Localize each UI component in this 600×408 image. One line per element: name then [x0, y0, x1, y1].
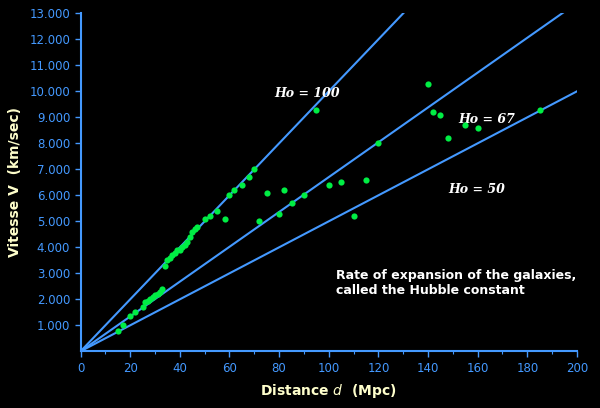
Point [250, 166, 259, 173]
Point [150, 292, 160, 299]
Point [113, 327, 122, 334]
Point [200, 215, 209, 222]
Point [140, 299, 150, 305]
Point [148, 293, 157, 300]
Point [178, 244, 187, 251]
Point [279, 187, 289, 193]
Point [185, 234, 194, 240]
Text: Ho = 67: Ho = 67 [458, 113, 515, 126]
Point [361, 176, 371, 183]
Text: Rate of expansion of the galaxies,
called the Hubble constant: Rate of expansion of the galaxies, calle… [336, 269, 577, 297]
Point [163, 257, 172, 264]
Point [153, 291, 163, 297]
Point [160, 262, 170, 269]
Point [180, 242, 190, 248]
Point [155, 288, 165, 295]
Point [193, 223, 202, 230]
Point [212, 208, 222, 214]
Point [337, 179, 346, 186]
Point [145, 296, 155, 303]
Point [299, 192, 309, 199]
Point [443, 135, 452, 142]
Point [158, 286, 167, 292]
Point [287, 200, 296, 206]
X-axis label: Distance $d$  (Mpc): Distance $d$ (Mpc) [260, 381, 397, 400]
Y-axis label: Vitesse V  (km/sec): Vitesse V (km/sec) [8, 107, 22, 257]
Point [205, 213, 214, 220]
Point [118, 322, 128, 328]
Point [436, 111, 445, 118]
Point [311, 106, 321, 113]
Point [245, 174, 254, 180]
Point [262, 189, 272, 196]
Point [170, 249, 179, 256]
Point [254, 218, 264, 224]
Point [324, 182, 334, 188]
Point [138, 304, 148, 310]
Point [175, 247, 185, 253]
Point [460, 122, 470, 129]
Text: Ho = 100: Ho = 100 [274, 86, 340, 100]
Point [535, 106, 545, 113]
Point [224, 192, 234, 199]
Point [423, 80, 433, 87]
Point [230, 187, 239, 193]
Point [428, 109, 438, 115]
Point [274, 210, 284, 217]
Point [349, 213, 358, 220]
Point [187, 228, 197, 235]
Point [167, 252, 177, 258]
Point [473, 124, 482, 131]
Point [182, 239, 192, 245]
Point [173, 247, 182, 253]
Point [190, 226, 200, 233]
Point [220, 215, 229, 222]
Point [165, 255, 175, 261]
Text: Ho = 50: Ho = 50 [448, 183, 505, 196]
Point [237, 182, 247, 188]
Point [374, 140, 383, 146]
Point [125, 313, 135, 319]
Point [130, 309, 140, 315]
Point [143, 297, 152, 304]
